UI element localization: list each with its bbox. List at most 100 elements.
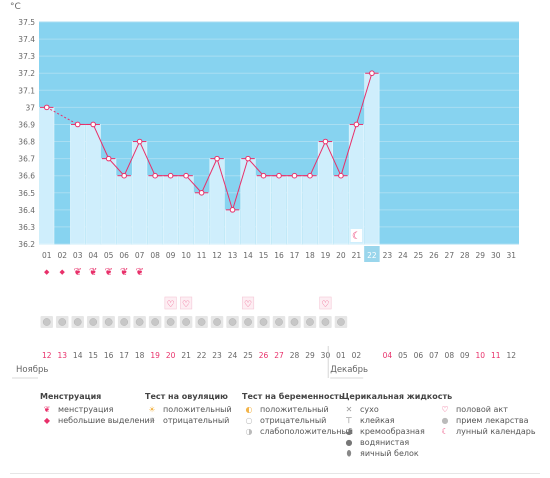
date-label: 18 <box>135 351 145 360</box>
date-label: 10 <box>476 351 486 360</box>
date-label: 12 <box>42 351 52 360</box>
temperature-point <box>136 138 143 145</box>
y-tick-label: 36.7 <box>18 155 35 164</box>
temperature-point <box>276 172 282 179</box>
pill-icon <box>244 318 252 326</box>
legend-item: прием лекарства <box>456 416 529 425</box>
legend-item: клейкая <box>360 416 395 425</box>
temperature-line-segment <box>108 158 125 177</box>
x-tick-label: 12 <box>212 251 222 260</box>
temperature-point <box>183 172 189 179</box>
temperature-bar <box>317 141 333 245</box>
temperature-line-segment <box>340 124 357 176</box>
heavy-drop-icon: ❦ <box>89 267 97 278</box>
x-tick-label: 11 <box>197 251 207 260</box>
heavy-drop-icon: ❦ <box>43 405 51 414</box>
legend-item: отрицательный <box>163 416 230 425</box>
moon-icon: ☾ <box>352 231 361 242</box>
pregnancy-weak-icon: ◑ <box>245 427 253 436</box>
temperature-line-segment <box>92 124 110 159</box>
x-tick-label: 26 <box>429 251 439 260</box>
heavy-drop-icon: ❦ <box>104 267 112 278</box>
date-label: 13 <box>57 351 67 360</box>
temperature-line-segment <box>139 141 156 176</box>
x-tick-label: 22 <box>367 251 377 260</box>
temperature-line-segment <box>216 158 234 210</box>
sun-positive-icon: ☀ <box>148 405 156 414</box>
x-tick-label: 27 <box>445 251 455 260</box>
date-label: 08 <box>445 351 455 360</box>
x-tick-label: 04 <box>88 251 98 260</box>
bottom-divider <box>10 473 540 474</box>
temperature-line-segment <box>46 106 78 125</box>
legend-title: Менструация <box>40 392 102 401</box>
legend-title: Тест на беременность <box>242 392 344 401</box>
y-tick-label: 36.5 <box>18 189 35 198</box>
legend-item: сухо <box>360 405 379 414</box>
unit-label: °C <box>10 2 21 12</box>
legend-item: небольшие выделения <box>58 416 155 425</box>
heart-icon: ♡ <box>167 300 175 310</box>
x-tick-label: 10 <box>181 251 191 260</box>
temperature-bar <box>178 175 194 245</box>
temperature-bar <box>132 141 148 245</box>
date-label: 06 <box>414 351 424 360</box>
legend-item: положительный <box>260 405 329 414</box>
x-tick-label: 01 <box>42 251 52 260</box>
temperature-bar <box>255 175 272 245</box>
pill-icon <box>104 318 113 326</box>
date-label: 12 <box>506 351 516 360</box>
temperature-point <box>43 104 50 111</box>
pill-icon <box>166 318 175 326</box>
temperature-point <box>121 172 127 179</box>
x-tick-label: 14 <box>243 251 253 260</box>
legend-item: положительный <box>163 405 232 414</box>
temperature-line-segment <box>123 141 141 176</box>
temperature-bar <box>85 124 101 245</box>
date-label: 01 <box>336 351 346 360</box>
pill-icon <box>197 318 206 326</box>
plot-area: ☾ <box>39 21 519 262</box>
y-tick-label: 36.2 <box>18 240 35 249</box>
date-label: 03 <box>367 351 377 360</box>
legend-item: менструация <box>58 405 114 414</box>
temperature-bar <box>240 158 256 245</box>
y-tick-label: 36.9 <box>18 120 35 129</box>
temperature-bar <box>225 209 241 245</box>
date-label: 28 <box>290 351 300 360</box>
date-label: 19 <box>150 351 160 360</box>
temperature-bar <box>286 175 303 245</box>
pregnancy-positive-icon: ◐ <box>245 405 253 414</box>
date-label: 21 <box>181 351 191 360</box>
temperature-point <box>322 138 329 145</box>
creamy-icon: ◕ <box>345 427 353 436</box>
pill-icon <box>58 318 67 326</box>
temperature-bar <box>116 175 132 245</box>
date-label: 15 <box>88 351 98 360</box>
legend-item: отрицательный <box>260 416 327 425</box>
light-drop-icon: ◆ <box>44 268 50 276</box>
x-tick-label: 07 <box>135 251 145 260</box>
date-label: 07 <box>429 351 439 360</box>
date-row: 12 13 14 15 16 17 18 19 20 21 22 23 24 25 26 27 28 29 30 01… <box>12 346 516 379</box>
x-tick-label: 28 <box>460 251 470 260</box>
temperature-point <box>353 121 360 128</box>
pill-icon: ● <box>441 416 449 425</box>
watery-icon: ● <box>345 438 353 447</box>
temperature-bar <box>147 175 163 245</box>
legend-item: кремообразная <box>360 427 425 436</box>
temperature-bar <box>39 107 55 245</box>
date-label: 20 <box>166 351 176 360</box>
legend-item: лунный календарь <box>456 427 536 436</box>
pill-icon <box>151 318 159 326</box>
date-label: 11 <box>491 351 501 360</box>
x-tick-label: 31 <box>506 251 516 260</box>
date-label: 25 <box>243 351 253 360</box>
x-tick-label: 16 <box>274 251 284 260</box>
x-tick-label: 29 <box>476 251 486 260</box>
x-tick-label: 13 <box>228 251 238 260</box>
x-tick-label: 03 <box>73 251 83 260</box>
heart-box <box>164 296 177 310</box>
x-tick-label: 23 <box>383 251 393 260</box>
temperature-line-segment <box>324 141 342 176</box>
